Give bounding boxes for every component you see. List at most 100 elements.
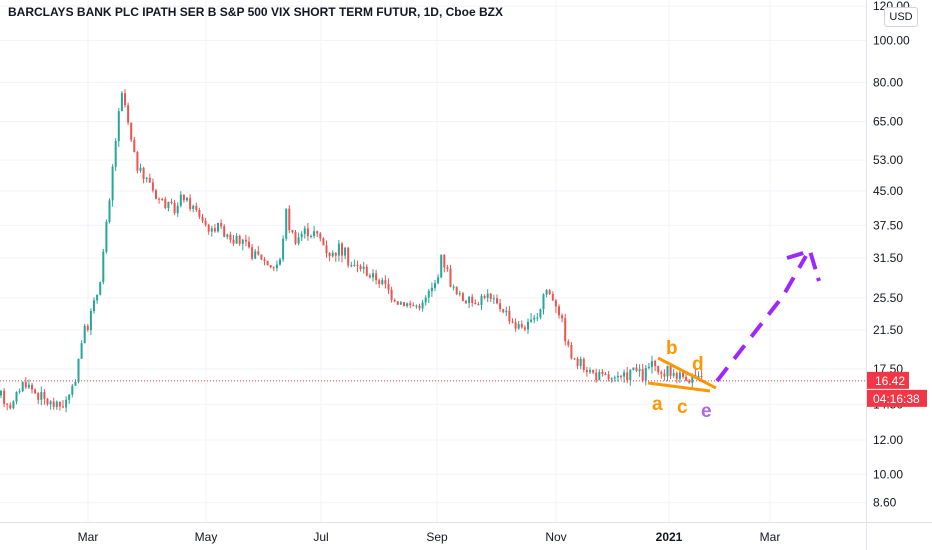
- candle-body: [539, 309, 542, 318]
- candle-body: [632, 367, 635, 370]
- candle-body: [158, 198, 161, 200]
- candle-body: [350, 265, 353, 267]
- candle-body: [585, 369, 588, 373]
- candle-body: [489, 293, 492, 299]
- candle-body: [31, 384, 33, 390]
- candle-body: [325, 245, 328, 254]
- currency-button[interactable]: USD: [884, 7, 918, 27]
- candle-body: [486, 293, 489, 298]
- candle-body: [139, 167, 142, 171]
- candle-body: [415, 305, 418, 307]
- candle-body: [186, 198, 188, 201]
- candle-body: [449, 268, 452, 287]
- x-tick-label: Mar: [760, 530, 781, 544]
- x-tick-label: May: [195, 530, 218, 544]
- candle-body: [375, 273, 378, 281]
- candle-body: [297, 237, 300, 244]
- candle-body: [567, 341, 570, 346]
- candle-body: [623, 372, 626, 377]
- candle-body: [477, 304, 480, 306]
- candle-body: [179, 194, 182, 206]
- candle-body: [3, 390, 6, 404]
- candle-body: [468, 296, 471, 304]
- candle-body: [40, 392, 43, 400]
- candle-body: [654, 361, 657, 367]
- candle-body: [688, 380, 691, 383]
- candle-body: [96, 294, 99, 301]
- candle-body: [418, 305, 421, 309]
- candle-body: [536, 317, 539, 319]
- candle-body: [396, 301, 399, 305]
- candle-body: [18, 391, 21, 393]
- candle-body: [523, 327, 526, 330]
- drawings[interactable]: a b c d e: [647, 248, 821, 422]
- y-tick-label: 80.00: [873, 76, 903, 90]
- y-tick-label: 45.00: [873, 184, 903, 198]
- candle-body: [641, 369, 644, 381]
- triangle-lower-line[interactable]: [647, 381, 711, 393]
- candle-body: [173, 202, 176, 214]
- x-tick-label: Jul: [313, 530, 328, 544]
- candle-body: [306, 228, 309, 237]
- candle-body: [558, 306, 560, 316]
- candle-body: [43, 392, 46, 399]
- candle-body: [226, 234, 229, 237]
- candle-body: [700, 376, 703, 378]
- candle-body: [421, 302, 424, 309]
- candle-body: [341, 243, 343, 256]
- candle-body: [595, 372, 598, 381]
- candle-body: [660, 372, 663, 374]
- x-tick-label: Sep: [426, 530, 448, 544]
- candle-body: [99, 282, 102, 295]
- candle-body: [657, 366, 660, 373]
- triangle-upper-line[interactable]: [657, 356, 717, 390]
- candle-body: [46, 398, 49, 405]
- candle-body: [9, 404, 12, 409]
- countdown-label: 04:16:38: [873, 392, 920, 406]
- candle-body: [313, 231, 316, 237]
- candle-body: [430, 287, 433, 292]
- candle-body: [201, 216, 204, 221]
- candle-body: [663, 373, 666, 377]
- candle-body: [682, 372, 684, 377]
- candle-body: [170, 201, 173, 203]
- candle-body: [353, 264, 356, 266]
- candle-body: [161, 199, 164, 201]
- candle-body: [424, 297, 427, 303]
- candle-body: [399, 302, 402, 305]
- candle-body: [443, 254, 446, 268]
- candle-body: [145, 177, 148, 179]
- candle-body: [217, 222, 219, 232]
- projection-arrowhead[interactable]: [786, 248, 821, 282]
- candle-body: [232, 239, 235, 244]
- candle-body: [378, 280, 381, 285]
- candle-body: [213, 228, 216, 232]
- countdown-box: [867, 389, 927, 407]
- projection-line[interactable]: [715, 255, 808, 383]
- candle-body: [207, 224, 210, 232]
- candle-body: [223, 226, 226, 237]
- candle-body: [446, 267, 449, 269]
- candle-body: [275, 264, 278, 269]
- candle-body: [651, 361, 653, 367]
- wave-label-b: b: [666, 338, 678, 359]
- candle-body: [133, 139, 136, 152]
- candle-body: [483, 296, 486, 298]
- candle-body: [455, 286, 458, 295]
- candle-body: [254, 251, 257, 259]
- candle-body: [347, 247, 350, 266]
- candle-body: [192, 205, 195, 209]
- candle-body: [260, 254, 263, 260]
- candle-body: [635, 367, 638, 371]
- candle-body: [344, 247, 347, 256]
- candle-body: [440, 254, 443, 278]
- candle-body: [189, 198, 192, 209]
- candles[interactable]: [0, 89, 703, 413]
- candle-body: [58, 401, 61, 407]
- candle-body: [142, 167, 145, 179]
- candle-body: [210, 228, 213, 232]
- candle-body: [616, 375, 619, 378]
- candle-body: [381, 280, 384, 285]
